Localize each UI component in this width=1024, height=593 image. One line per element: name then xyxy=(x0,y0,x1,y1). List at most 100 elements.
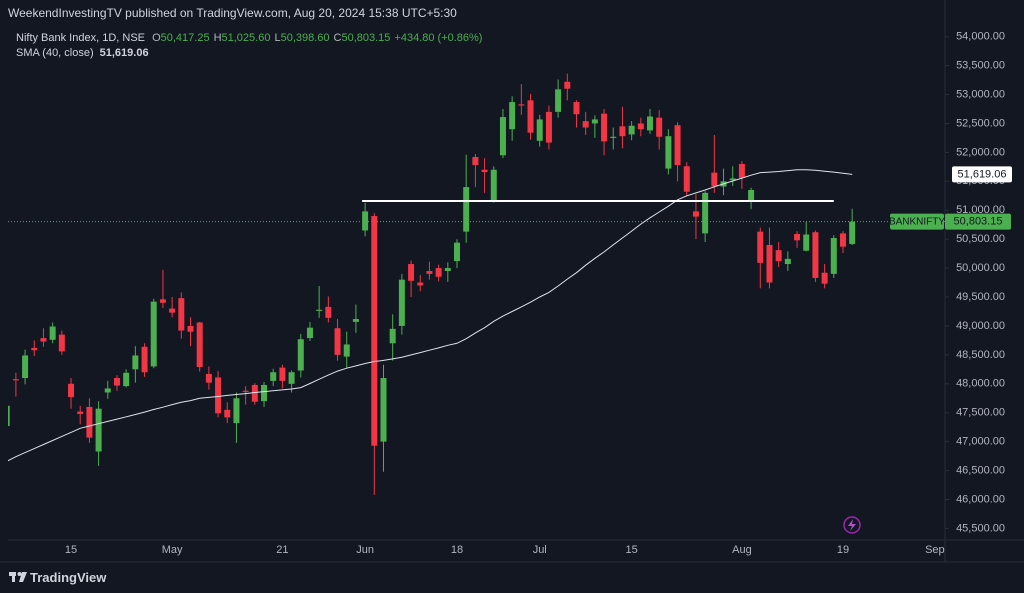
candle-body xyxy=(113,378,120,386)
candle-body xyxy=(444,268,451,271)
candle-body xyxy=(849,221,856,244)
candle-body xyxy=(270,372,277,381)
candle-body xyxy=(352,319,359,322)
candle-body xyxy=(288,372,295,384)
candle-body xyxy=(573,102,580,115)
candle-body xyxy=(233,398,240,424)
candle-body xyxy=(481,169,488,173)
ohlc-key: C xyxy=(333,32,342,44)
candle-body xyxy=(343,344,350,357)
candle-body xyxy=(821,272,828,284)
y-tick-label: 49,500.00 xyxy=(956,291,1005,303)
candle-body xyxy=(839,233,846,247)
ohlc-value: 50,417.25 xyxy=(160,32,210,44)
last-price-tag xyxy=(945,213,1011,230)
candle-body xyxy=(729,178,736,181)
candle-body xyxy=(628,125,635,135)
x-tick-label: 15 xyxy=(65,544,77,556)
candle-body xyxy=(426,270,433,274)
candle-body xyxy=(692,211,699,217)
plot-area xyxy=(8,73,945,495)
candle-body xyxy=(472,157,479,166)
candle-body xyxy=(334,328,341,355)
candle-body xyxy=(12,379,19,381)
candle-body xyxy=(408,264,415,281)
candle-body xyxy=(830,238,837,274)
axes: 45,500.00 46,000.00 46,500.00 47,000.00 47,5… xyxy=(65,31,1012,556)
symbol-tag xyxy=(890,213,944,230)
candle-body xyxy=(674,125,681,166)
change: +434.80 (+0.86%) xyxy=(394,32,483,44)
candle-body xyxy=(31,347,38,351)
y-tick-label: 48,000.00 xyxy=(956,378,1005,390)
x-tick-label: 21 xyxy=(276,544,288,556)
y-tick-label: 49,000.00 xyxy=(956,320,1005,332)
alert-icon[interactable] xyxy=(843,516,861,534)
candle-body xyxy=(261,384,268,402)
candle-body xyxy=(362,211,369,231)
candle-body xyxy=(8,405,10,427)
y-tick-label: 47,500.00 xyxy=(956,407,1005,419)
candle-body xyxy=(40,338,47,342)
candle-body xyxy=(380,378,387,442)
x-tick-label: Sep xyxy=(925,544,945,556)
y-tick-label: 46,000.00 xyxy=(956,493,1005,505)
candle-body xyxy=(748,189,755,201)
y-tick-label: 54,000.00 xyxy=(956,31,1005,43)
candle-body xyxy=(159,299,166,303)
alert-bolt xyxy=(848,519,856,531)
candle-body xyxy=(132,355,139,370)
y-tick-label: 52,500.00 xyxy=(956,117,1005,129)
candle-body xyxy=(794,233,801,241)
candle-body xyxy=(757,231,764,263)
y-tick-label: 53,500.00 xyxy=(956,60,1005,72)
candle-body xyxy=(619,126,626,137)
y-tick-label: 46,500.00 xyxy=(956,464,1005,476)
candle-body xyxy=(637,123,644,130)
x-tick-label: May xyxy=(162,544,183,556)
candle-body xyxy=(766,244,773,283)
candle-body xyxy=(251,384,258,402)
x-tick-label: Jul xyxy=(533,544,547,556)
candle-body xyxy=(224,409,231,418)
x-tick-label: 19 xyxy=(837,544,849,556)
candle-body xyxy=(545,111,552,143)
last-price-label: 50,803.15 xyxy=(954,216,1003,228)
candle-body xyxy=(775,250,782,262)
symbol-legend: Nifty Bank Index, 1D, NSE O50,417.25 H51,… xyxy=(16,32,482,44)
candle-body xyxy=(803,234,810,251)
candle-body xyxy=(49,326,56,340)
candle-body xyxy=(58,334,65,352)
candle-body xyxy=(591,119,598,124)
candle-body xyxy=(279,367,286,381)
candle-body xyxy=(371,216,378,446)
candle-body xyxy=(702,192,709,234)
candle-body xyxy=(463,187,470,232)
candle-body xyxy=(610,136,617,138)
ohlc-legend: O50,417.25 H51,025.60 L50,398.60 C50,803.15 xyxy=(152,32,394,44)
candle-body xyxy=(306,327,313,339)
ohlc-key: O xyxy=(152,32,161,44)
candle-body xyxy=(123,372,130,387)
sma-price-label: 51,619.06 xyxy=(958,168,1007,180)
candle-body xyxy=(150,301,157,367)
y-tick-label: 53,000.00 xyxy=(956,88,1005,100)
sma-value: 51,619.06 xyxy=(99,47,149,59)
ohlc-value: 51,025.60 xyxy=(221,32,271,44)
candle-body xyxy=(601,113,608,142)
ohlc-key: L xyxy=(274,32,281,44)
candle-body xyxy=(325,306,332,318)
candle-body xyxy=(398,279,405,326)
candle-body xyxy=(205,373,212,383)
symbol: Nifty Bank Index, 1D, NSE xyxy=(16,32,145,44)
y-tick-label: 51,000.00 xyxy=(956,204,1005,216)
candle-body xyxy=(169,308,176,313)
candle-body xyxy=(536,119,543,141)
candle-body xyxy=(665,136,672,169)
candle-body xyxy=(316,309,323,311)
tv-logo xyxy=(9,572,27,582)
candle-body xyxy=(389,328,396,344)
y-tick-label: 48,500.00 xyxy=(956,349,1005,361)
